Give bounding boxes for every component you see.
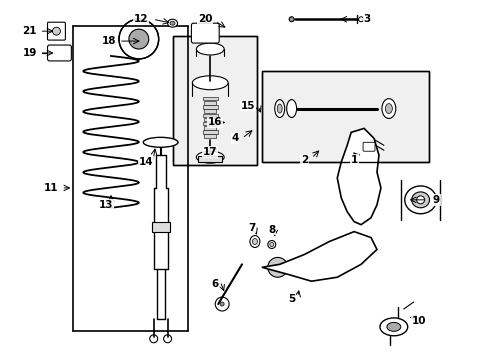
Text: 11: 11: [44, 183, 59, 193]
Text: 3: 3: [363, 14, 370, 24]
Bar: [204, 118, 216, 121]
Text: 6: 6: [211, 279, 219, 289]
Text: 13: 13: [99, 200, 113, 210]
Ellipse shape: [129, 29, 148, 49]
FancyBboxPatch shape: [191, 23, 219, 43]
Text: 4: 4: [231, 133, 238, 143]
Bar: [151, 222, 169, 231]
Ellipse shape: [352, 194, 365, 206]
Text: 15: 15: [240, 100, 255, 111]
Ellipse shape: [286, 100, 296, 117]
Ellipse shape: [192, 76, 228, 90]
Bar: [203, 105, 217, 109]
Ellipse shape: [416, 196, 424, 204]
Bar: [172, 36, 256, 165]
Ellipse shape: [346, 247, 361, 262]
Ellipse shape: [252, 239, 257, 244]
Ellipse shape: [381, 99, 395, 118]
Bar: [204, 109, 216, 113]
Ellipse shape: [358, 17, 363, 22]
Ellipse shape: [269, 243, 273, 247]
Text: 17: 17: [203, 147, 217, 157]
Ellipse shape: [202, 16, 208, 20]
Text: 12: 12: [133, 14, 148, 24]
Text: 16: 16: [207, 117, 222, 127]
Bar: [204, 126, 216, 130]
Text: 18: 18: [102, 36, 116, 46]
Bar: [262, 71, 427, 162]
Bar: [203, 97, 217, 100]
Ellipse shape: [277, 104, 282, 113]
Ellipse shape: [143, 137, 178, 147]
Ellipse shape: [196, 43, 224, 55]
Ellipse shape: [52, 27, 61, 35]
Ellipse shape: [350, 167, 366, 183]
Ellipse shape: [215, 297, 229, 311]
Bar: [172, 36, 256, 165]
Ellipse shape: [149, 335, 157, 343]
Text: 8: 8: [267, 225, 275, 235]
Bar: [203, 122, 217, 125]
Text: 21: 21: [22, 26, 37, 36]
Text: 19: 19: [22, 48, 37, 58]
Text: 5: 5: [287, 294, 295, 304]
FancyBboxPatch shape: [362, 142, 374, 151]
Ellipse shape: [119, 19, 158, 59]
Ellipse shape: [196, 151, 224, 163]
Text: 2: 2: [300, 155, 307, 165]
Text: 7: 7: [248, 222, 255, 233]
Ellipse shape: [404, 186, 436, 214]
Ellipse shape: [163, 335, 171, 343]
Polygon shape: [262, 231, 376, 281]
Ellipse shape: [411, 192, 428, 208]
Ellipse shape: [267, 257, 287, 277]
Ellipse shape: [170, 21, 175, 25]
Ellipse shape: [274, 100, 284, 117]
Polygon shape: [337, 129, 380, 225]
Ellipse shape: [249, 235, 259, 247]
Text: 10: 10: [410, 316, 425, 326]
Ellipse shape: [386, 323, 400, 331]
Ellipse shape: [379, 318, 407, 336]
FancyBboxPatch shape: [47, 45, 71, 61]
Bar: [262, 71, 427, 162]
Text: 9: 9: [432, 195, 439, 205]
Ellipse shape: [220, 302, 224, 306]
Ellipse shape: [167, 19, 177, 27]
Text: 14: 14: [138, 157, 153, 167]
Bar: [204, 134, 216, 138]
Text: 1: 1: [350, 155, 357, 165]
Ellipse shape: [288, 17, 293, 22]
Bar: [198, 156, 222, 162]
Ellipse shape: [385, 104, 391, 113]
Text: 20: 20: [198, 14, 212, 24]
FancyBboxPatch shape: [47, 22, 65, 40]
Bar: [204, 101, 216, 105]
Ellipse shape: [267, 240, 275, 248]
Bar: [203, 113, 217, 117]
Bar: [203, 130, 217, 134]
